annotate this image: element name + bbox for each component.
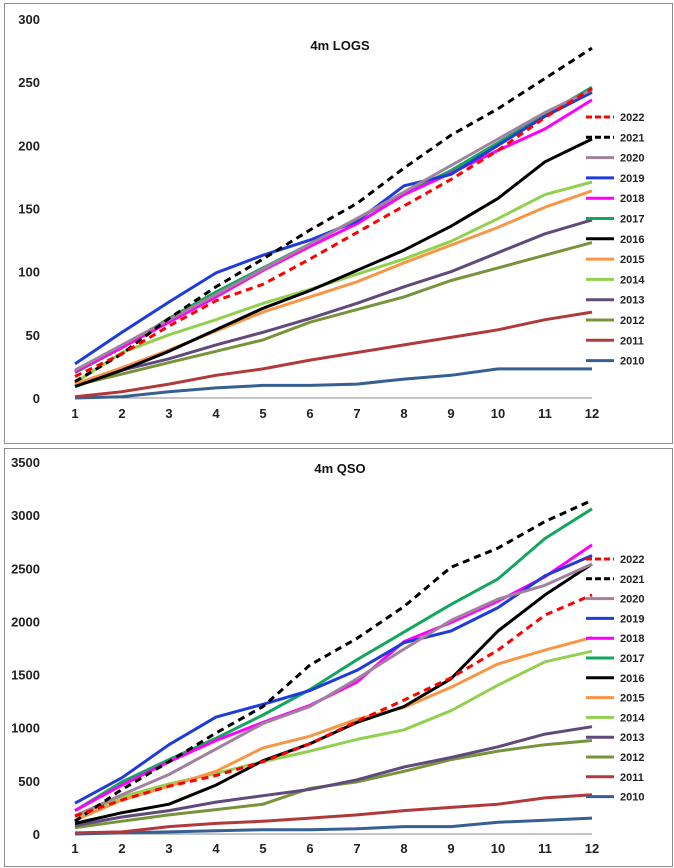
legend-label-2016: 2016: [620, 234, 644, 246]
y-tick-label: 300: [18, 12, 40, 27]
series-line-2016: [74, 137, 593, 389]
logs-chart-panel: 0 50 100 150 200 250 300 1 2 3 4 5 6 7 8 9 10 11 12 4m LOGS…: [4, 3, 673, 444]
series-line-2010: [74, 816, 593, 836]
x-tick-label: 4: [212, 841, 220, 856]
x-tick-label: 12: [585, 406, 599, 421]
y-tick-label: 2000: [11, 614, 40, 629]
legend-label-2020: 2020: [620, 153, 644, 165]
series-line-2011: [74, 310, 593, 399]
x-tick-label: 11: [538, 406, 552, 421]
series-line-2014: [74, 649, 593, 819]
x-tick-label: 6: [306, 841, 313, 856]
legend-label-2011: 2011: [620, 335, 644, 347]
x-tick-label: 1: [71, 841, 78, 856]
y-tick-label: 500: [18, 774, 40, 789]
x-tick-label: 7: [353, 406, 360, 421]
y-tick-label: 100: [18, 265, 40, 280]
legend-label-2016: 2016: [620, 673, 644, 685]
legend-label-2018: 2018: [620, 633, 644, 645]
legend-label-2010: 2010: [620, 356, 644, 368]
legend-label-2015: 2015: [620, 254, 644, 266]
series-line-2010: [74, 367, 592, 400]
legend-label-2012: 2012: [620, 315, 644, 327]
x-tick-label: 9: [447, 841, 454, 856]
x-tick-label: 3: [165, 841, 172, 856]
y-tick-label: 2500: [11, 561, 40, 576]
series-line-2012: [74, 241, 593, 387]
legend-label-2020: 2020: [620, 594, 644, 606]
y-tick-label: 3000: [11, 508, 40, 523]
series-line-2019: [74, 554, 593, 805]
x-tick-label: 7: [353, 841, 360, 856]
x-tick-label: 5: [259, 406, 266, 421]
series-line-2013: [74, 218, 593, 386]
y-tick-label: 150: [18, 202, 40, 217]
y-tick-label: 200: [18, 138, 40, 153]
x-tick-label: 3: [165, 406, 172, 421]
legend-label-2012: 2012: [620, 752, 644, 764]
x-tick-label: 2: [118, 406, 125, 421]
chart-title: 4m LOGS: [310, 38, 370, 53]
series-line-2021: [74, 498, 593, 823]
y-tick-label: 1500: [11, 668, 40, 683]
series-line-2020: [74, 88, 593, 372]
legend-label-2021: 2021: [620, 574, 644, 586]
chart-title: 4m QSO: [314, 461, 365, 476]
legend-label-2014: 2014: [620, 712, 645, 724]
y-tick-label: 50: [26, 328, 40, 343]
legend-label-2015: 2015: [620, 693, 644, 705]
legend-label-2017: 2017: [620, 653, 644, 665]
legend-label-2014: 2014: [620, 274, 645, 286]
series-line-2013: [74, 725, 593, 827]
series-line-2018: [74, 98, 593, 373]
x-tick-label: 1: [71, 406, 78, 421]
series-line-2022: [74, 87, 593, 378]
x-tick-label: 8: [400, 406, 407, 421]
legend-label-2022: 2022: [620, 112, 644, 124]
y-tick-label: 3500: [11, 455, 40, 470]
x-tick-label: 12: [585, 841, 599, 856]
legend-label-2011: 2011: [620, 772, 644, 784]
legend-label-2017: 2017: [620, 214, 644, 226]
y-tick-label: 250: [18, 75, 40, 90]
y-tick-label: 0: [33, 391, 40, 406]
series-line-2011: [74, 793, 593, 835]
x-tick-label: 4: [212, 406, 220, 421]
x-tick-label: 5: [259, 841, 266, 856]
x-tick-label: 10: [491, 841, 505, 856]
legend-label-2019: 2019: [620, 173, 644, 185]
x-tick-label: 6: [306, 406, 313, 421]
x-tick-label: 8: [400, 841, 407, 856]
x-tick-label: 9: [447, 406, 454, 421]
legend-label-2010: 2010: [620, 792, 644, 804]
y-tick-label: 1000: [11, 721, 40, 736]
series-line-2017: [74, 507, 593, 812]
series-line-2022: [74, 593, 593, 818]
x-tick-label: 10: [491, 406, 505, 421]
legend-label-2013: 2013: [620, 295, 644, 307]
legend-label-2019: 2019: [620, 613, 644, 625]
x-tick-label: 11: [538, 841, 552, 856]
legend-label-2013: 2013: [620, 732, 644, 744]
y-tick-label: 0: [33, 827, 40, 842]
legend-label-2022: 2022: [620, 554, 644, 566]
series-line-2016: [74, 562, 593, 825]
x-tick-label: 2: [118, 841, 125, 856]
qso-chart-panel: 0 500 1000 1500 2000 2500 3000 3500 1 2 3 4 5 6 7 8 9 10 1…: [0, 446, 674, 868]
legend-label-2018: 2018: [620, 193, 644, 205]
series-line-2020: [74, 562, 593, 818]
legend-label-2021: 2021: [620, 132, 644, 144]
series-line-2021: [74, 46, 593, 383]
